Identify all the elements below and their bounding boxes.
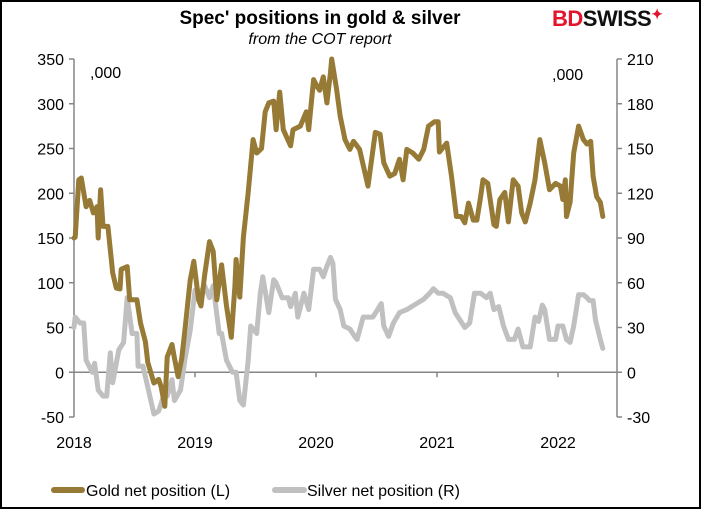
logo-bd: BD	[552, 6, 583, 31]
right-tick-label: 210	[627, 52, 654, 69]
right-tick-label: 0	[627, 365, 636, 382]
x-tick-label: 2022	[540, 435, 576, 452]
right-tick-label: 60	[627, 276, 645, 293]
x-tick-label: 2021	[419, 435, 455, 452]
right-tick-label: 180	[627, 97, 654, 114]
gold-net-position-line	[71, 56, 606, 409]
left-tick-label: 100	[37, 276, 64, 293]
x-tick-label: 2018	[56, 435, 92, 452]
right-tick-label: 120	[627, 186, 654, 203]
right-tick-label: -30	[627, 410, 650, 427]
series-lines	[71, 56, 606, 417]
left-tick-label: 50	[46, 321, 64, 338]
right-tick-label: 150	[627, 142, 654, 159]
x-tick-label: 2019	[177, 435, 213, 452]
legend: Gold net position (L) Silver net positio…	[51, 483, 460, 500]
right-tick-label: 30	[627, 321, 645, 338]
left-tick-label: 300	[37, 97, 64, 114]
legend-gold-label: Gold net position (L)	[86, 483, 230, 500]
logo-star-icon: ✦	[651, 6, 663, 22]
silver-net-position-line	[71, 254, 606, 417]
chart-title: Spec' positions in gold & silver	[179, 8, 461, 29]
chart-subtitle: from the COT report	[248, 31, 392, 48]
axes: -50 0 50 100 150 200 250 300 350 -30 0 30 60 90 120 150…	[37, 52, 654, 452]
right-unit-label: ,000	[552, 67, 583, 84]
legend-silver-label: Silver net position (R)	[307, 483, 460, 500]
left-tick-label: -50	[41, 410, 64, 427]
bdswiss-logo: BDSWISS✦	[552, 6, 663, 32]
left-unit-label: ,000	[90, 65, 121, 82]
x-tick-label: 2020	[298, 435, 334, 452]
left-tick-label: 350	[37, 52, 64, 69]
left-tick-label: 0	[55, 365, 64, 382]
left-tick-label: 150	[37, 231, 64, 248]
left-tick-label: 250	[37, 142, 64, 159]
logo-swiss: SWISS	[582, 6, 652, 31]
left-tick-label: 200	[37, 186, 64, 203]
right-tick-label: 90	[627, 231, 645, 248]
